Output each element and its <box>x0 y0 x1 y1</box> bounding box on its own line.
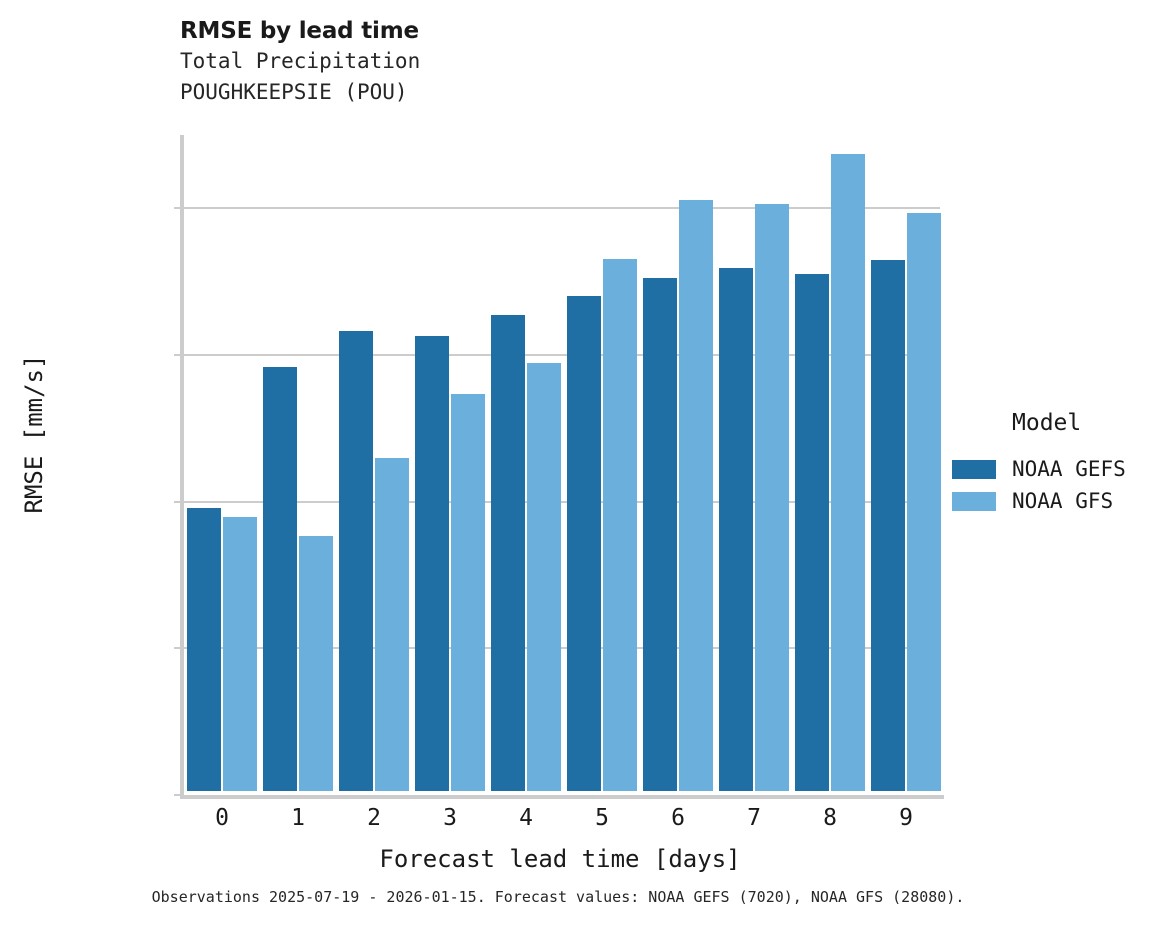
bar-noaa-gefs-day-1 <box>263 366 297 791</box>
footnote: Observations 2025-07-19 - 2026-01-15. Fo… <box>151 888 965 906</box>
x-tick-label-9: 9 <box>899 805 913 831</box>
gridline <box>184 354 940 356</box>
bar-noaa-gfs-day-5 <box>603 258 637 791</box>
legend-label: NOAA GFS <box>1012 488 1114 513</box>
x-tick-label-7: 7 <box>747 805 761 831</box>
bar-noaa-gefs-day-0 <box>187 507 221 791</box>
x-tick-label-8: 8 <box>823 805 837 831</box>
y-tick-mark <box>174 354 180 356</box>
legend-swatch <box>952 459 996 479</box>
y-tick-mark <box>174 500 180 503</box>
legend-swatch <box>952 491 996 511</box>
x-tick-label-0: 0 <box>215 805 229 831</box>
legend-label: NOAA GEFS <box>1012 456 1126 481</box>
bar-noaa-gefs-day-2 <box>339 331 373 791</box>
x-tick-label-6: 6 <box>671 805 685 831</box>
y-tick-mark <box>174 647 180 650</box>
x-tick-label-4: 4 <box>519 805 533 831</box>
chart-title: RMSE by lead time <box>180 18 419 44</box>
bar-noaa-gfs-day-6 <box>679 200 713 791</box>
gridline <box>184 207 940 210</box>
bar-noaa-gfs-day-4 <box>527 362 561 791</box>
x-tick-label-5: 5 <box>595 805 609 831</box>
bar-noaa-gfs-day-2 <box>375 458 409 791</box>
bar-noaa-gefs-day-7 <box>719 267 753 791</box>
chart-header: RMSE by lead time Total Precipitation PO… <box>180 16 420 108</box>
bar-noaa-gfs-day-1 <box>299 536 333 791</box>
legend: Model NOAA GEFS NOAA GFS <box>952 412 1167 517</box>
legend-entry-noaa-gefs[interactable]: NOAA GEFS <box>952 453 1167 485</box>
bar-noaa-gefs-day-8 <box>795 273 829 791</box>
chart-subtitle-variable: Total Precipitation <box>180 49 421 73</box>
bar-noaa-gefs-day-4 <box>491 315 525 791</box>
bar-noaa-gefs-day-6 <box>643 277 677 791</box>
gridline <box>184 500 940 503</box>
legend-entry-noaa-gfs[interactable]: NOAA GFS <box>952 485 1167 517</box>
x-tick-label-1: 1 <box>291 805 305 831</box>
bar-noaa-gfs-day-3 <box>451 393 485 791</box>
x-axis-title: Forecast lead time [days] <box>379 845 741 873</box>
bar-noaa-gefs-day-5 <box>567 296 601 791</box>
y-tick-mark <box>174 207 180 210</box>
x-axis-spine <box>180 795 944 799</box>
y-axis-spine <box>180 135 184 799</box>
y-tick-mark <box>174 794 180 796</box>
legend-title: Model <box>1012 410 1082 436</box>
bar-noaa-gefs-day-3 <box>415 336 449 791</box>
chart-subtitle-station: POUGHKEEPSIE (POU) <box>180 80 408 104</box>
gridline <box>184 647 940 650</box>
y-axis-title: RMSE [mm/s] <box>20 354 48 514</box>
legend-entries: NOAA GEFS NOAA GFS <box>952 453 1167 517</box>
bar-noaa-gfs-day-7 <box>755 204 789 791</box>
bar-noaa-gfs-day-0 <box>223 516 257 791</box>
bar-noaa-gfs-day-8 <box>831 153 865 791</box>
bar-noaa-gfs-day-9 <box>907 213 941 791</box>
x-tick-label-2: 2 <box>367 805 381 831</box>
x-tick-label-3: 3 <box>443 805 457 831</box>
bar-noaa-gefs-day-9 <box>871 259 905 791</box>
